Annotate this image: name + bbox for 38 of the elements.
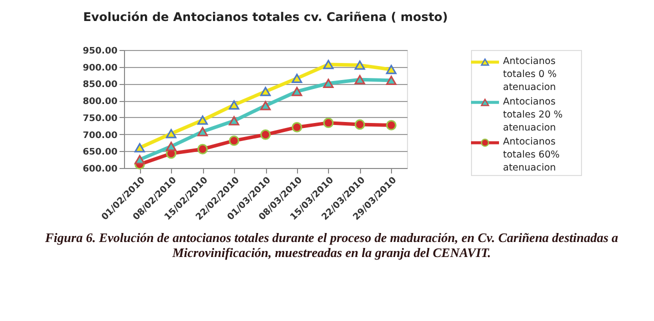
point [228,116,240,126]
point [260,129,271,140]
point [228,135,240,146]
point [197,126,208,136]
point [166,142,176,152]
point [292,122,302,132]
chart-title: Evolución de Antocianos totales cv. Cariñena ( mosto) [83,10,448,24]
point [197,144,208,154]
legend-label: Antocianos totales 20 % atenuacion [503,96,563,134]
point [197,116,208,125]
point [166,128,176,138]
legend-label: Antocianos totales 60% atenuacion [503,136,560,174]
point [386,76,396,85]
point [260,86,271,96]
text: Figura 6. Evolución de antocianos totales durante el proceso de maduración, en Cv. Cariñena destinadas a Microvinificación, muestreadas en la granja del CENAVIT. [44,230,619,260]
point [386,120,396,130]
point [228,100,240,110]
y-tick-label: 850.00 [82,80,118,90]
point [260,101,271,110]
point [323,60,334,70]
legend-label: Antocianos totales 0 % atenuacion [503,56,557,94]
y-tick-label: 900.00 [82,63,118,74]
y-tick-label: 600.00 [82,164,118,174]
point [292,86,302,96]
point [134,143,145,152]
point [323,78,334,88]
point [134,154,145,164]
point [292,74,302,83]
y-tick-label: 800.00 [82,97,118,108]
y-tick-label: 750.00 [82,114,118,124]
point [354,119,366,130]
point [323,118,334,128]
y-tick-label: 700.00 [82,130,118,141]
point [354,60,366,70]
y-tick-label: 650.00 [82,148,118,158]
y-tick-label: 950.00 [82,46,118,56]
point [386,64,396,74]
point [354,75,366,84]
